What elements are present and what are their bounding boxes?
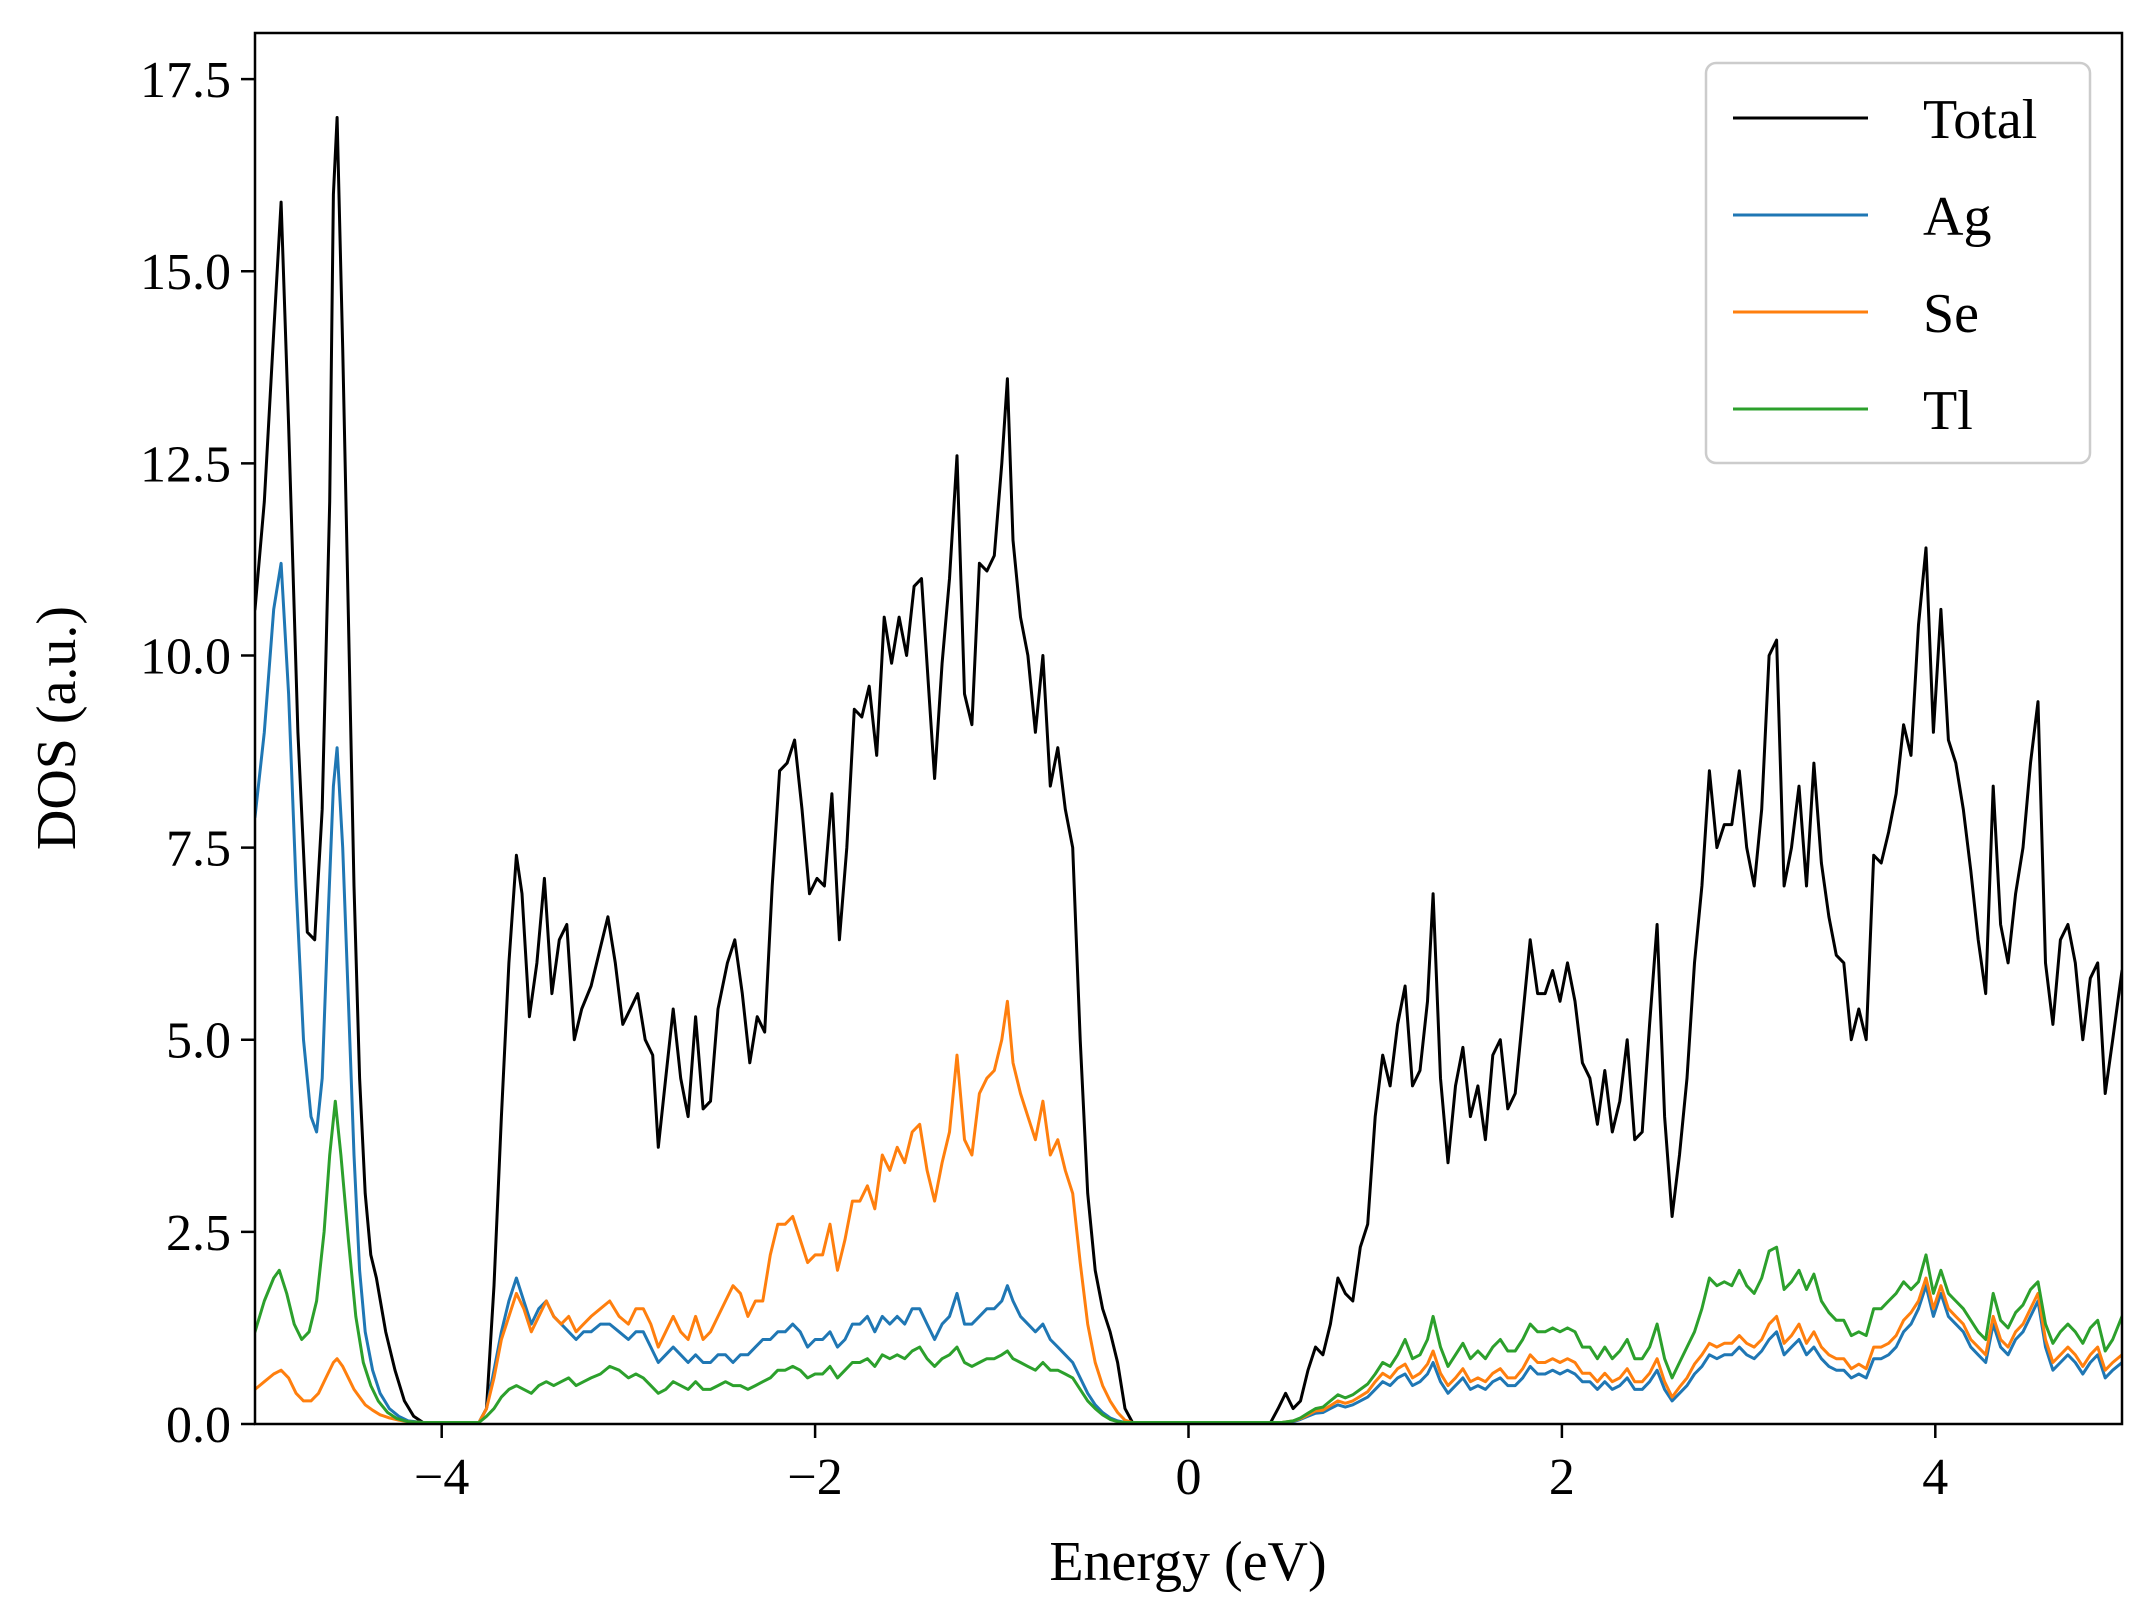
x-tick-label: 2 [1549,1449,1575,1506]
y-tick-label: 2.5 [166,1205,231,1262]
y-axis-label: DOS (a.u.) [26,606,88,850]
x-tick-label: −4 [414,1449,469,1506]
y-tick-label: 17.5 [140,52,231,109]
legend-label-se: Se [1923,283,1979,345]
legend-label-total: Total [1923,89,2037,151]
x-axis-label: Energy (eV) [1049,1531,1326,1593]
series-line-total [255,116,2122,1424]
x-tick-label: −2 [787,1449,842,1506]
y-tick-label: 10.0 [140,628,231,685]
series-line-tl [255,1099,2122,1424]
y-axis: 0.0 2.5 5.0 7.5 10.0 12.5 15.0 17.5 [140,52,255,1454]
y-tick-label: 0.0 [166,1397,231,1454]
legend-label-ag: Ag [1923,186,1991,248]
series-layer [255,116,2122,1424]
y-tick-label: 7.5 [166,821,231,878]
legend: Total Ag Se Tl [1704,61,2092,465]
x-tick-label: 4 [1922,1449,1948,1506]
x-axis: −4 −2 0 2 4 [414,1424,1948,1506]
y-tick-label: 15.0 [140,244,231,301]
legend-label-tl: Tl [1923,380,1973,442]
x-tick-label: 0 [1176,1449,1202,1506]
legend-box [1704,61,2092,465]
y-tick-label: 5.0 [166,1013,231,1070]
y-tick-label: 12.5 [140,436,231,493]
